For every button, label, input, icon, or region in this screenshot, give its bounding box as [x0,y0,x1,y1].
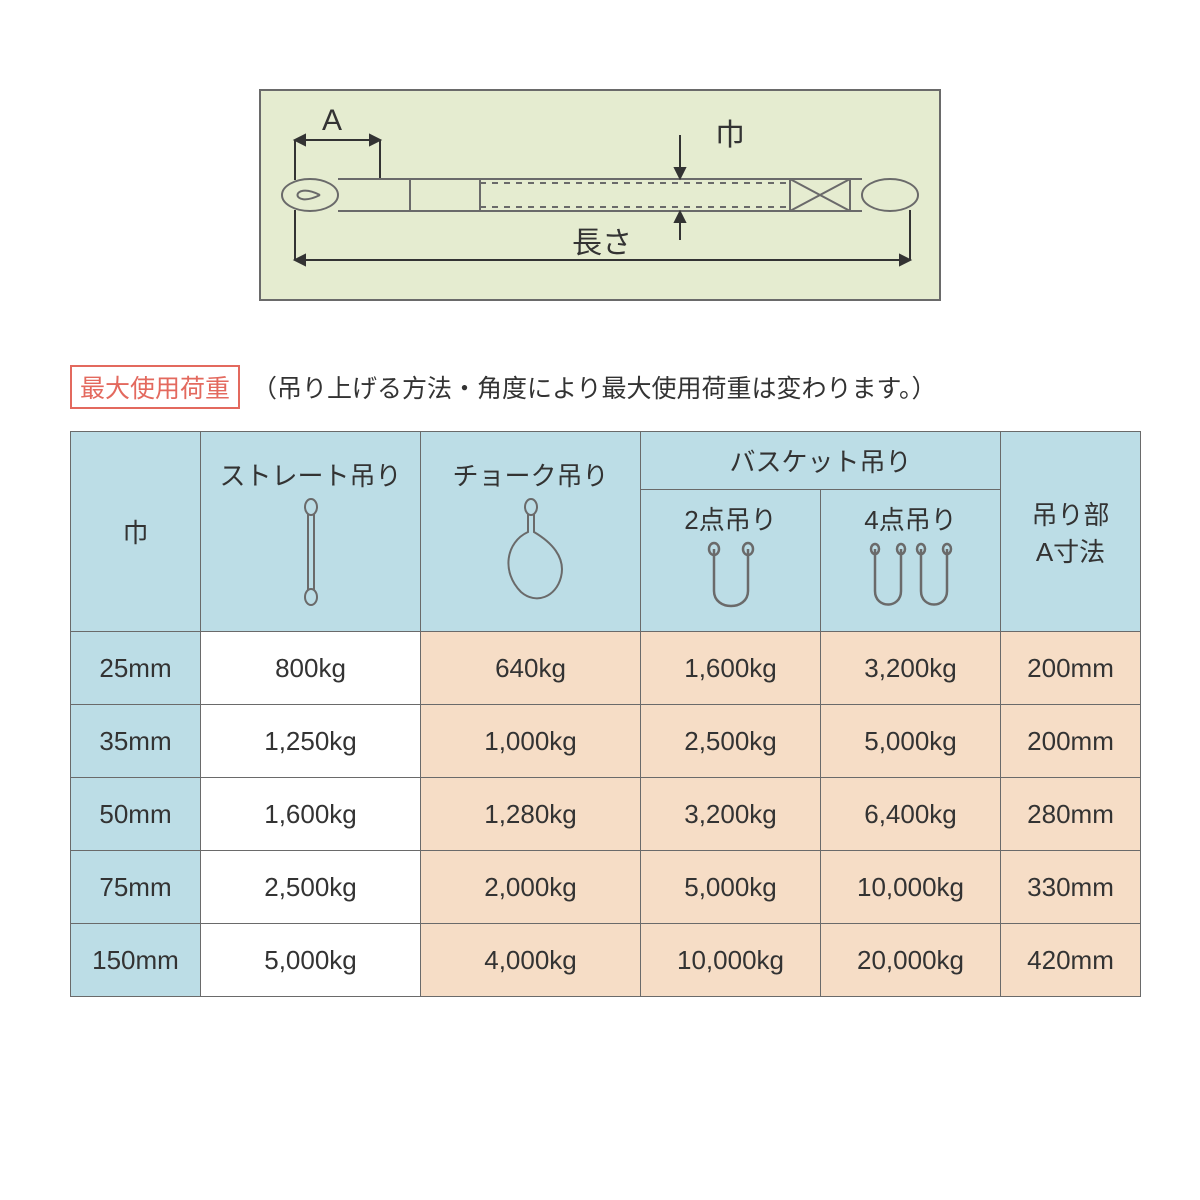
heading-note: （吊り上げる方法・角度により最大使用荷重は変わります。） [252,369,937,405]
th-basket2: 2点吊り [641,490,821,632]
basket2-icon [696,541,766,621]
cell-b2: 1,600kg [641,632,821,705]
cell-a: 200mm [1001,632,1141,705]
sling-diagram: A 巾 長さ [70,80,1130,310]
cell-straight: 2,500kg [201,851,421,924]
cell-choke: 1,000kg [421,705,641,778]
cell-b4: 20,000kg [821,924,1001,997]
table-row: 50mm 1,600kg 1,280kg 3,200kg 6,400kg 280… [71,778,1141,851]
heading-row: 最大使用荷重 （吊り上げる方法・角度により最大使用荷重は変わります。） [70,365,1130,409]
cell-b2: 5,000kg [641,851,821,924]
basket4-icon [861,541,961,621]
cell-choke: 1,280kg [421,778,641,851]
cell-b4: 5,000kg [821,705,1001,778]
diagram-label-length: 長さ [572,227,632,260]
th-straight-label: ストレート吊り [219,461,401,491]
heading-title: 最大使用荷重 [70,365,240,409]
cell-straight: 1,600kg [201,778,421,851]
th-basket: バスケット吊り [641,432,1001,490]
cell-b2: 3,200kg [641,778,821,851]
cell-a: 200mm [1001,705,1141,778]
cell-a: 420mm [1001,924,1141,997]
th-basket4: 4点吊り [821,490,1001,632]
cell-width: 75mm [71,851,201,924]
cell-width: 150mm [71,924,201,997]
choke-icon [491,497,571,607]
cell-choke: 4,000kg [421,924,641,997]
sling-diagram-svg: A 巾 長さ [250,80,950,310]
table-row: 150mm 5,000kg 4,000kg 10,000kg 20,000kg … [71,924,1141,997]
th-choke-label: チョーク吊り [452,461,608,491]
cell-choke: 2,000kg [421,851,641,924]
table-row: 25mm 800kg 640kg 1,600kg 3,200kg 200mm [71,632,1141,705]
load-table: 巾 ストレート吊り チョーク吊り [70,431,1141,997]
diagram-label-width: 巾 [715,119,745,152]
th-choke: チョーク吊り [421,432,641,632]
cell-b4: 6,400kg [821,778,1001,851]
cell-choke: 640kg [421,632,641,705]
th-adim: 吊り部 A寸法 [1001,432,1141,632]
diagram-label-A: A [322,104,342,137]
table-body: 25mm 800kg 640kg 1,600kg 3,200kg 200mm 3… [71,632,1141,997]
cell-straight: 1,250kg [201,705,421,778]
table-row: 35mm 1,250kg 1,000kg 2,500kg 5,000kg 200… [71,705,1141,778]
th-basket4-label: 4点吊り [864,505,956,535]
cell-width: 50mm [71,778,201,851]
cell-straight: 800kg [201,632,421,705]
straight-icon [296,497,326,607]
table-row: 75mm 2,500kg 2,000kg 5,000kg 10,000kg 33… [71,851,1141,924]
cell-b2: 2,500kg [641,705,821,778]
cell-b4: 10,000kg [821,851,1001,924]
cell-width: 35mm [71,705,201,778]
cell-a: 280mm [1001,778,1141,851]
cell-b2: 10,000kg [641,924,821,997]
th-straight: ストレート吊り [201,432,421,632]
cell-b4: 3,200kg [821,632,1001,705]
cell-straight: 5,000kg [201,924,421,997]
cell-width: 25mm [71,632,201,705]
cell-a: 330mm [1001,851,1141,924]
th-basket2-label: 2点吊り [684,505,776,535]
th-width: 巾 [71,432,201,632]
